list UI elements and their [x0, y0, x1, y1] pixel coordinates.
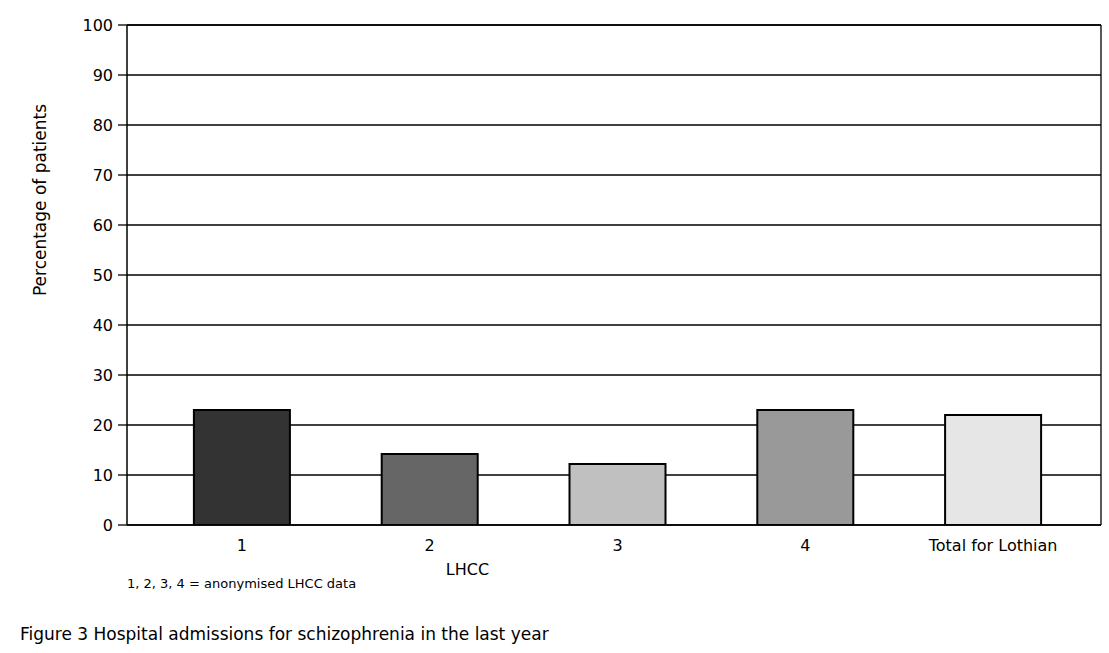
grid-line [127, 74, 1101, 75]
y-axis [126, 25, 128, 525]
y-tick-label: 90 [93, 66, 113, 85]
y-tick [118, 424, 127, 425]
x-tick-label: 1 [237, 536, 247, 555]
x-axis-label: LHCC [446, 560, 489, 579]
bar [194, 410, 290, 525]
y-tick-label: 70 [93, 166, 113, 185]
chart: 0 10 20 30 40 50 60 70 80 90 100 1 2 3 4 Total for Loth… [0, 0, 1109, 653]
x-tick-label: 3 [612, 536, 622, 555]
y-tick-label: 30 [93, 366, 113, 385]
y-tick [118, 274, 127, 275]
grid-line [127, 24, 1101, 25]
grid-line [127, 124, 1101, 125]
x-tick-label: Total for Lothian [928, 536, 1058, 555]
grid-line [127, 174, 1101, 175]
y-tick [118, 24, 127, 25]
grid-line [127, 324, 1101, 325]
y-tick-label: 60 [93, 216, 113, 235]
bar [570, 464, 666, 525]
y-tick [118, 174, 127, 175]
y-tick [118, 224, 127, 225]
bar [945, 415, 1041, 525]
y-tick-label: 50 [93, 266, 113, 285]
y-axis-label: Percentage of patients [30, 104, 50, 296]
annotation: 1, 2, 3, 4 = anonymised LHCC data [127, 576, 356, 591]
y-tick-label: 80 [93, 116, 113, 135]
title: Figure 3 Hospital admissions for schizop… [20, 624, 549, 644]
bars [194, 410, 1041, 525]
frame-right [1100, 25, 1101, 525]
y-tick-label: 100 [82, 16, 113, 35]
x-tick-label: 2 [425, 536, 435, 555]
y-tick [118, 324, 127, 325]
y-tick-label: 10 [93, 466, 113, 485]
grid-line [127, 224, 1101, 225]
y-tick [118, 474, 127, 475]
bar [382, 454, 478, 525]
y-tick [118, 124, 127, 125]
grid-line [127, 374, 1101, 375]
y-tick-label: 0 [103, 516, 113, 535]
y-tick [118, 524, 127, 525]
y-tick [118, 374, 127, 375]
grid-line [127, 274, 1101, 275]
y-tick [118, 74, 127, 75]
y-tick-label: 40 [93, 316, 113, 335]
frame-top [127, 24, 1101, 25]
y-tick-label: 20 [93, 416, 113, 435]
bar [757, 410, 853, 525]
x-tick-label: 4 [800, 536, 810, 555]
